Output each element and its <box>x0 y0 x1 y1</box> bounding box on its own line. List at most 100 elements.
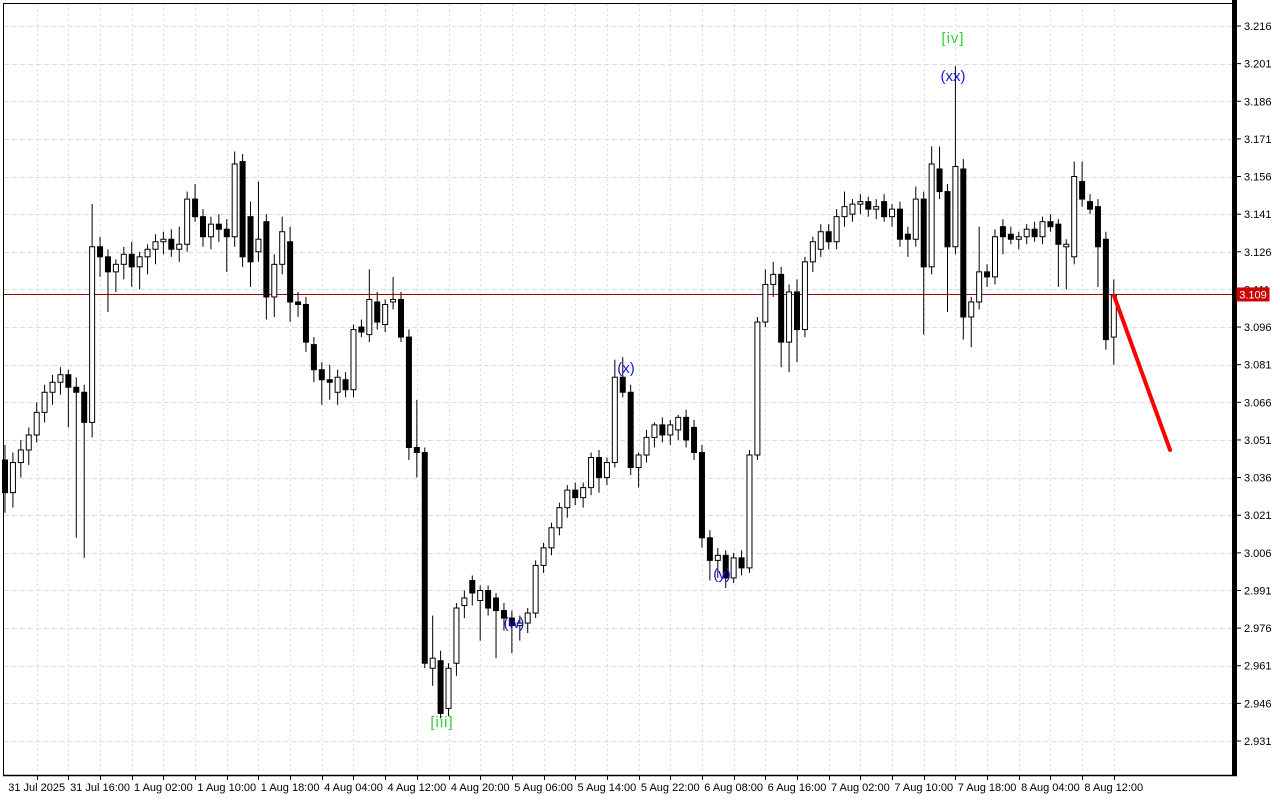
candle-body-up <box>603 462 610 479</box>
price-axis-label: 2.961 <box>1244 661 1272 673</box>
candle-body-up <box>176 243 183 250</box>
candle-body-up <box>762 283 769 323</box>
candle-body-up <box>279 231 286 265</box>
candle-body-down <box>619 376 626 393</box>
candle-body-up <box>1023 228 1030 238</box>
candle-body-up <box>160 238 167 243</box>
candle-body-down <box>318 369 325 381</box>
price-axis-label: 2.976 <box>1244 623 1272 635</box>
price-axis-label: 3.081 <box>1244 360 1272 372</box>
candle-body-down <box>104 256 111 273</box>
price-axis-label: 2.931 <box>1244 736 1272 748</box>
wave-label-y[interactable]: (y) <box>713 566 731 583</box>
bid-price-box <box>1236 287 1270 302</box>
candle-body-up <box>857 201 864 205</box>
candle-body-down <box>358 326 365 333</box>
candle-body-up <box>41 391 48 413</box>
candle-body-down <box>865 201 872 210</box>
candle-body-down <box>508 617 515 627</box>
candle-body-up <box>675 416 682 431</box>
candle-body-up <box>556 507 563 529</box>
candle-body-up <box>976 271 983 303</box>
candle-body-up <box>1039 221 1046 238</box>
candle-body-down <box>326 379 333 383</box>
candle-body-up <box>231 163 238 238</box>
wave-label-x[interactable]: (x) <box>617 360 635 377</box>
candle-body-up <box>334 376 341 393</box>
price-axis-label: 2.946 <box>1244 698 1272 710</box>
candle-body-up <box>1015 236 1022 240</box>
candle-body-up <box>524 612 531 624</box>
candle-body-up <box>667 424 674 436</box>
bid-price-label: 3.109 <box>1236 287 1270 302</box>
wave-label-xx[interactable]: (xx) <box>941 68 966 85</box>
candle-body-down <box>778 273 785 343</box>
candle-body-up <box>429 657 436 669</box>
time-axis-label: 4 Aug 12:00 <box>387 782 446 794</box>
time-axis-label: 5 Aug 06:00 <box>514 782 573 794</box>
candle-body-down <box>944 191 951 248</box>
time-scale[interactable]: 31 Jul 2025 31 Jul 16:00 1 Aug 02:00 1 Aug … <box>8 776 1143 794</box>
candle-body-up <box>33 411 40 436</box>
candle-body-up <box>445 667 452 709</box>
trendline-object[interactable] <box>1112 293 1172 452</box>
time-axis-label: 8 Aug 12:00 <box>1084 782 1143 794</box>
price-scale[interactable]: 3.2163.2013.1863.1713.1563.1413.1263.111… <box>1237 21 1272 748</box>
candle-body-down <box>310 344 317 371</box>
candle-body-down <box>825 231 832 243</box>
time-axis-label: 5 Aug 22:00 <box>641 782 700 794</box>
price-axis-label: 2.991 <box>1244 585 1272 597</box>
candle-body-down <box>659 424 666 436</box>
candle-body-up <box>516 622 523 627</box>
candle-body-up <box>25 434 32 451</box>
candle-body-down <box>572 489 579 499</box>
time-axis-label: 5 Aug 14:00 <box>578 782 637 794</box>
wave-label-iv[interactable]: [iv] <box>941 30 964 47</box>
candle-body-down <box>1007 233 1014 240</box>
wave-label-iii[interactable]: [iii] <box>430 714 453 731</box>
candle-body-down <box>2 459 8 494</box>
candle-body-down <box>896 208 903 240</box>
candle-body-down <box>437 660 444 714</box>
time-axis-label: 7 Aug 18:00 <box>958 782 1017 794</box>
candle-body-up <box>801 261 808 331</box>
candle-body-down <box>215 223 222 230</box>
candle-body-down <box>683 416 690 441</box>
candle-body-down <box>500 610 507 619</box>
candle-body-down <box>287 241 294 303</box>
candle-body-down <box>722 554 729 579</box>
candle-body-down <box>73 386 80 393</box>
candle-body-up <box>207 223 214 238</box>
candle-body-up <box>255 238 262 253</box>
time-axis-label: 4 Aug 04:00 <box>324 782 383 794</box>
price-axis-label: 3.021 <box>1244 510 1272 522</box>
chart-frame <box>3 0 1237 777</box>
candle-body-down <box>81 391 88 423</box>
wave-label-w[interactable]: (w) <box>504 615 525 632</box>
price-axis-label: 3.156 <box>1244 172 1272 184</box>
grid <box>4 4 1232 774</box>
candle-body-up <box>770 273 777 285</box>
candle-body-down <box>239 160 246 258</box>
candle-body-up <box>477 589 484 602</box>
candle-body-up <box>564 489 571 509</box>
candle-body-up <box>1063 243 1070 248</box>
candle-body-up <box>809 241 816 263</box>
candle-body-down <box>1079 181 1086 200</box>
candle-body-down <box>984 271 991 278</box>
candle-body-down <box>698 451 705 539</box>
candle-body-up <box>461 597 468 607</box>
time-axis-label: 7 Aug 10:00 <box>894 782 953 794</box>
candle-body-up <box>532 564 539 614</box>
candle-body-up <box>873 206 880 210</box>
candle-body-up <box>992 236 998 278</box>
candle-body-up <box>49 381 56 393</box>
candle-body-up <box>651 424 658 438</box>
candle-body-up <box>714 554 721 561</box>
candle-body-up <box>611 376 618 464</box>
candle-body-up <box>152 241 159 250</box>
candle-body-down <box>1102 238 1109 341</box>
time-axis-label: 1 Aug 02:00 <box>134 782 193 794</box>
